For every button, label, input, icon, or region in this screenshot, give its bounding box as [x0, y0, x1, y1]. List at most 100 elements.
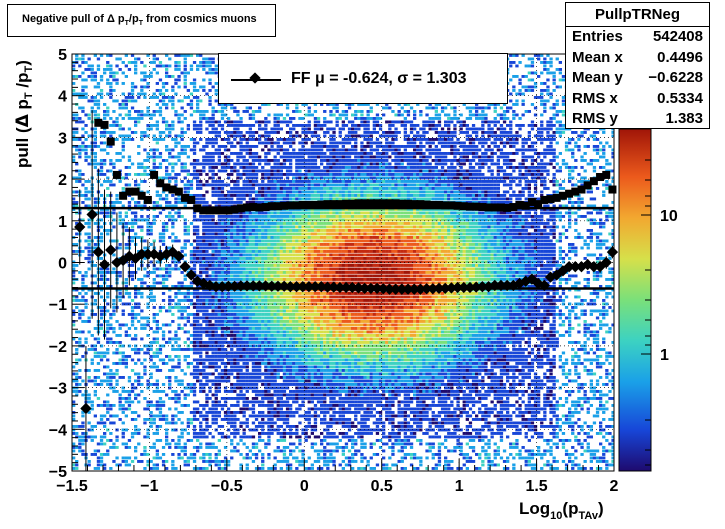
heatmap-cell: [258, 155, 262, 159]
heatmap-cell: [369, 173, 373, 176]
heatmap-cell: [406, 166, 411, 169]
heatmap-cell: [527, 173, 531, 176]
heatmap-cell: [165, 106, 169, 110]
heatmap-cell: [211, 117, 215, 120]
heatmap-cell: [499, 169, 504, 173]
heatmap-cell: [214, 68, 218, 71]
heatmap-cell: [484, 201, 488, 204]
heatmap-cell: [490, 152, 494, 155]
heatmap-cell: [205, 57, 209, 61]
heatmap-cell: [292, 127, 296, 131]
heatmap-cell: [524, 169, 528, 173]
heatmap-cell: [450, 176, 454, 180]
heatmap-cell: [230, 173, 234, 176]
heatmap-cell: [478, 148, 482, 152]
heatmap-cell: [295, 180, 299, 183]
heatmap-cell: [202, 113, 206, 117]
heatmap-cell: [530, 145, 535, 148]
heatmap-cell: [313, 173, 318, 176]
heatmap-cell: [211, 106, 215, 110]
heatmap-cell: [437, 131, 442, 134]
heatmap-cell: [180, 180, 184, 183]
heatmap-cell: [351, 159, 355, 162]
heatmap-cell: [512, 180, 516, 183]
heatmap-cell: [599, 166, 603, 169]
heatmap-cell: [332, 166, 336, 169]
heatmap-cell: [589, 211, 593, 215]
heatmap-cell: [217, 145, 221, 148]
heatmap-cell: [326, 183, 330, 187]
heatmap-cell: [72, 64, 76, 68]
heatmap-cell: [546, 204, 550, 208]
heatmap-cell: [577, 173, 581, 176]
heatmap-cell: [416, 148, 420, 152]
heatmap-cell: [335, 197, 339, 201]
heatmap-cell: [360, 117, 364, 120]
heatmap-cell: [332, 152, 336, 155]
heatmap-cell: [341, 120, 345, 124]
heatmap-cell: [233, 134, 237, 138]
heatmap-cell: [366, 103, 370, 106]
heatmap-cell: [341, 211, 345, 215]
heatmap-cell: [434, 197, 438, 201]
heatmap-cell: [416, 176, 420, 180]
heatmap-cell: [462, 162, 466, 166]
heatmap-cell: [186, 180, 190, 183]
heatmap-cell: [270, 131, 274, 134]
heatmap-cell: [496, 215, 500, 218]
heatmap-cell: [143, 64, 147, 68]
heatmap-cell: [289, 169, 293, 173]
heatmap-cell: [208, 169, 212, 173]
heatmap-cell: [149, 155, 153, 159]
heatmap-cell: [199, 148, 203, 152]
heatmap-cell: [580, 176, 584, 180]
heatmap-cell: [493, 120, 497, 124]
heatmap-cell: [282, 190, 287, 194]
heatmap-cell: [223, 169, 228, 173]
heatmap-cell: [230, 201, 234, 204]
heatmap-cell: [595, 187, 600, 190]
heatmap-cell: [310, 176, 314, 180]
heatmap-cell: [270, 194, 274, 197]
heatmap-cell: [174, 92, 178, 96]
heatmap-cell: [323, 180, 327, 183]
heatmap-cell: [158, 176, 163, 180]
heatmap-cell: [313, 131, 318, 134]
heatmap-cell: [165, 194, 169, 197]
heatmap-cell: [267, 134, 271, 138]
heatmap-cell: [493, 138, 497, 141]
heatmap-cell: [72, 75, 76, 78]
heatmap-cell: [149, 113, 153, 117]
heatmap-cell: [205, 180, 209, 183]
heatmap-cell: [245, 141, 249, 145]
heatmap-cell: [363, 134, 367, 138]
heatmap-cell: [158, 134, 163, 138]
heatmap-cell: [558, 204, 562, 208]
heatmap-cell: [431, 120, 435, 124]
heatmap-cell: [354, 159, 358, 162]
heatmap-cell: [109, 131, 113, 134]
heatmap-cell: [558, 183, 562, 187]
heatmap-cell: [320, 124, 324, 127]
heatmap-cell: [397, 110, 401, 113]
heatmap-cell: [177, 99, 181, 103]
heatmap-cell: [285, 218, 290, 222]
heatmap-cell: [72, 131, 76, 134]
heatmap-cell: [527, 187, 531, 190]
heatmap-cell: [75, 75, 79, 78]
heatmap-cell: [270, 180, 274, 183]
heatmap-cell: [158, 194, 163, 197]
heatmap-cell: [155, 127, 159, 131]
heatmap-cell: [481, 145, 485, 148]
heatmap-cell: [211, 131, 215, 134]
heatmap-cell: [385, 131, 389, 134]
heatmap-cell: [127, 166, 132, 169]
heatmap-cell: [499, 152, 504, 155]
heatmap-cell: [518, 82, 522, 85]
heatmap-cell: [372, 155, 376, 159]
heatmap-cell: [518, 89, 522, 92]
heatmap-cell: [304, 208, 308, 211]
heatmap-cell: [267, 180, 271, 183]
heatmap-cell: [227, 176, 231, 180]
heatmap-cell: [406, 113, 411, 117]
